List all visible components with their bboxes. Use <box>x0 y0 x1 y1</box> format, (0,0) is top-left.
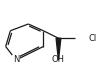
Text: Cl: Cl <box>89 34 97 43</box>
Text: OH: OH <box>52 56 65 64</box>
Polygon shape <box>56 38 61 60</box>
Text: N: N <box>13 56 19 64</box>
